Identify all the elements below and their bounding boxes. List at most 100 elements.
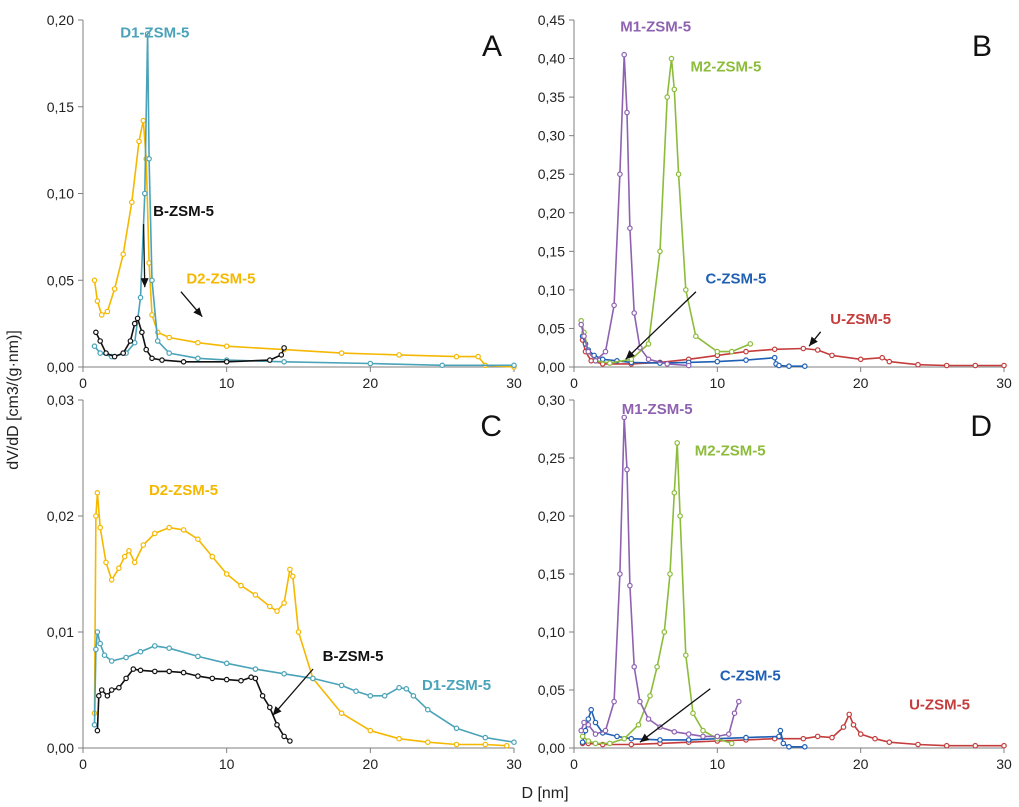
panel-b-series-m2-zsm-5-point — [645, 341, 652, 347]
panel-b-series-m1-zsm-5-point — [578, 321, 585, 328]
panel-a-x-tick-label: 30 — [506, 375, 522, 391]
panel-b-series-u-zsm-5-point — [886, 358, 893, 365]
panel-a-x-tick-label: 10 — [219, 375, 235, 391]
panel-c-series-b-zsm-5-point — [96, 692, 102, 699]
panel-d-series-u-zsm-5-point — [846, 711, 853, 718]
panel-c-series-d1-zsm-5-point — [482, 734, 489, 741]
panel-d-series-c-zsm-5-point — [628, 735, 635, 742]
panel-d-series-m1-zsm-5-point — [621, 414, 628, 421]
panel-c-series-d1-zsm-5-point — [123, 654, 129, 661]
panel-d-series-m1-zsm-5 — [578, 414, 742, 740]
panel-a-series-d2-zsm-5-point — [140, 117, 147, 124]
panel-d-series-m1-zsm-5-line — [580, 416, 740, 738]
panel-a-series-b-zsm-5-point — [266, 357, 273, 363]
panel-a-series-b-zsm-5-point — [281, 345, 287, 351]
panel-d-series-c-zsm-5-point — [614, 733, 620, 740]
panel-d-series-c-zsm-5-point — [743, 734, 749, 741]
panel-b-series-m2-zsm-5 — [578, 55, 754, 366]
panel-b-series-m1-zsm-5-point — [581, 333, 587, 340]
panel-c-series-d1-zsm-5-point — [338, 682, 345, 689]
panel-a-y-tick-label: 0,20 — [47, 12, 74, 28]
panel-c-y-tick-label: 0,02 — [47, 508, 74, 524]
panel-d-label-m1-zsm-5: M1-ZSM-5 — [622, 401, 693, 418]
panel-c-series-d1-zsm-5-point — [137, 648, 144, 655]
panel-d-series-c-zsm-5-point — [685, 737, 692, 743]
panel-b-series-m2-zsm-5-point — [668, 55, 675, 62]
panel-c-series-b-zsm-5-point — [123, 675, 129, 682]
panel-c-series-d1-zsm-5-point — [223, 660, 230, 667]
panel-a-series-d2-zsm-5-point — [136, 138, 142, 145]
panel-c-series-d2-zsm-5-point — [140, 542, 147, 548]
panel-a-series-b-zsm-5-point — [127, 338, 134, 344]
panel-b-series-u-zsm-5-point — [814, 347, 821, 353]
panel-d-series-u-zsm-5-point — [829, 734, 835, 741]
panel-a-series-d1-zsm-5-point — [91, 343, 98, 350]
panel-b-series-u-zsm-5-point — [879, 354, 886, 361]
panel-d-series-c-zsm-5-point — [657, 737, 663, 743]
panel-a-series-d1-zsm-5-point — [195, 355, 201, 362]
panel-d-series-c-zsm-5-point — [588, 706, 595, 713]
panel-d-series-m1-zsm-5-point — [627, 582, 633, 589]
panel-d-series-c-zsm-5-point — [776, 733, 782, 740]
panel-d-series-m2-zsm-5 — [579, 440, 735, 747]
panel-d-label-u-zsm-5: U-ZSM-5 — [909, 697, 970, 714]
panel-b-series-m1-zsm-5-point — [611, 302, 617, 309]
panel-b-series-m2-zsm-5-line — [580, 57, 751, 364]
panel-c-series-d1-zsm-5-point — [108, 658, 115, 664]
panel-b-series-c-zsm-5-point — [786, 363, 792, 370]
panel-d-series-m1-zsm-5-point — [624, 466, 630, 473]
panel-c-series-d2-zsm-5-point — [166, 524, 173, 531]
panel-a-series-b-zsm-5-point — [223, 358, 230, 365]
panel-c-label-b-zsm-5-arrow-head — [272, 706, 282, 716]
panel-a-series-d2-zsm-5-point — [149, 312, 155, 318]
panel-a-series-b-zsm-5-point — [159, 357, 165, 363]
panel-a-series-d1-zsm-5-point — [149, 277, 155, 284]
panel-a-series-b-zsm-5-point — [139, 329, 145, 336]
panel-d-label-c-zsm-5-arrow-head — [639, 733, 650, 743]
panel-d-series-m2-zsm-5-point — [667, 571, 673, 577]
panel-a-y-tick-label: 0,15 — [47, 99, 74, 115]
panel-b-label-c-zsm-5: C-ZSM-5 — [706, 271, 767, 288]
panel-d-series-m2-zsm-5-point — [690, 710, 696, 717]
panel-b-series-m2-zsm-5-point — [747, 341, 754, 347]
panel-d-series-m1-zsm-5-point — [725, 731, 732, 737]
panel-b-series-m2-zsm-5-point — [692, 333, 699, 340]
panel-b-series-c-zsm-5-point — [743, 357, 749, 363]
panel-d-series-m1-zsm-5-point — [645, 716, 652, 722]
panel-c-x-tick-label: 20 — [363, 756, 379, 772]
panel-d-label-m2-zsm-5: M2-ZSM-5 — [695, 443, 766, 460]
panel-a-series-d2-zsm-5-point — [166, 334, 173, 341]
panel-c-series-b-zsm-5-point — [252, 675, 259, 682]
panel-a-series-d1-zsm-5-point — [146, 156, 152, 162]
panel-c-series-d2-zsm-5-point — [252, 592, 259, 598]
panel-a: 0,00 0,05 0,10 0,15 0,20 0 10 20 30 A D1-ZSM-5 D2-Z… — [47, 12, 522, 391]
panel-d-series-m2-zsm-5-point — [674, 440, 681, 446]
panel-b-x-tick-label: 20 — [853, 375, 869, 391]
panel-a-series-d2-zsm-5-point — [91, 277, 98, 284]
panel-d-series-m1-zsm-5-point — [671, 728, 678, 735]
panel-a-series-b-zsm-5-point — [111, 353, 118, 360]
panel-d-series-c-zsm-5-point — [585, 716, 592, 722]
panel-a-series-d1-zsm-5-point — [511, 362, 517, 369]
panel-b-letter: B — [972, 30, 992, 63]
panel-a-series-b-zsm-5-point — [97, 338, 104, 344]
panel-c-series-d2-zsm-5-point — [281, 600, 287, 606]
panel-a-x-tick-label: 20 — [363, 375, 379, 391]
panel-b-label-u-zsm-5-arrow-head — [809, 336, 818, 347]
panel-a-series-d2-zsm-5-point — [94, 298, 101, 304]
panel-a-series-b-zsm-5-point — [278, 352, 285, 358]
panel-c-series-b-zsm-5-point — [152, 668, 158, 675]
panel-a-series-b-zsm-5-point — [131, 320, 138, 327]
panel-c-series-d2-zsm-5-point — [131, 559, 138, 566]
panel-c-series-b-zsm-5-point — [281, 733, 287, 740]
panel-c-series-d2-zsm-5-point — [108, 576, 115, 583]
panel-a-series-d1-zsm-5-point — [166, 350, 173, 356]
panel-d-y-tick-label: 0,25 — [538, 450, 565, 466]
panel-c-series-d1-zsm-5-point — [353, 688, 359, 695]
panel-c-series-b-zsm-5-point — [274, 721, 280, 728]
panel-d-series-m1-zsm-5-point — [631, 663, 638, 670]
panel-a-label-b-zsm-5-arrow — [142, 224, 146, 288]
panel-b-series-u-zsm-5-point — [972, 362, 979, 369]
panel-c-series-d2-zsm-5-point — [97, 524, 104, 531]
